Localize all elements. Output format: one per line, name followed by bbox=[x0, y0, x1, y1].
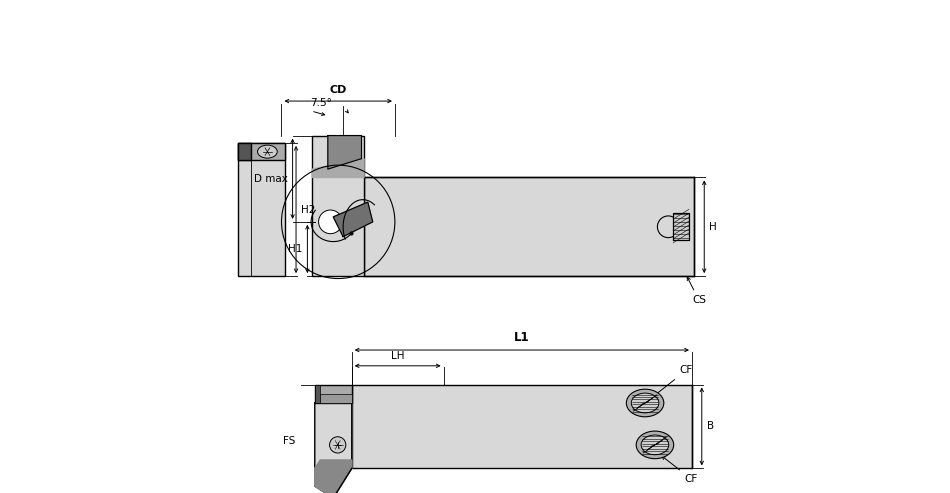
Text: LH: LH bbox=[390, 351, 405, 361]
Text: CD: CD bbox=[330, 85, 347, 95]
Bar bbox=[238, 143, 252, 160]
Text: H: H bbox=[709, 222, 717, 232]
Ellipse shape bbox=[636, 431, 674, 458]
Polygon shape bbox=[314, 460, 352, 493]
Bar bbox=[238, 143, 285, 276]
Polygon shape bbox=[314, 403, 352, 493]
Bar bbox=[314, 385, 320, 403]
Polygon shape bbox=[328, 136, 362, 169]
Text: H1: H1 bbox=[288, 244, 302, 254]
Text: FS: FS bbox=[283, 436, 295, 446]
Circle shape bbox=[330, 437, 346, 453]
Text: H2: H2 bbox=[301, 205, 315, 214]
Text: L1: L1 bbox=[514, 331, 530, 344]
Bar bbox=[238, 143, 285, 160]
Polygon shape bbox=[313, 159, 364, 177]
Circle shape bbox=[318, 210, 342, 234]
Bar bbox=[314, 385, 352, 403]
Bar bbox=[674, 213, 689, 240]
Ellipse shape bbox=[626, 389, 664, 417]
Ellipse shape bbox=[632, 393, 659, 413]
Text: CF: CF bbox=[662, 456, 697, 484]
Bar bbox=[364, 177, 694, 276]
Text: 7.5°: 7.5° bbox=[310, 99, 332, 108]
Bar bbox=[313, 136, 364, 276]
Text: D max: D max bbox=[254, 174, 288, 184]
Text: B: B bbox=[707, 422, 713, 431]
Ellipse shape bbox=[257, 145, 277, 158]
Ellipse shape bbox=[641, 435, 669, 455]
Circle shape bbox=[657, 216, 679, 238]
Text: CS: CS bbox=[687, 277, 706, 305]
Polygon shape bbox=[333, 202, 372, 237]
Bar bbox=[320, 394, 352, 403]
Text: CF: CF bbox=[653, 365, 693, 397]
Bar bbox=[352, 385, 692, 468]
